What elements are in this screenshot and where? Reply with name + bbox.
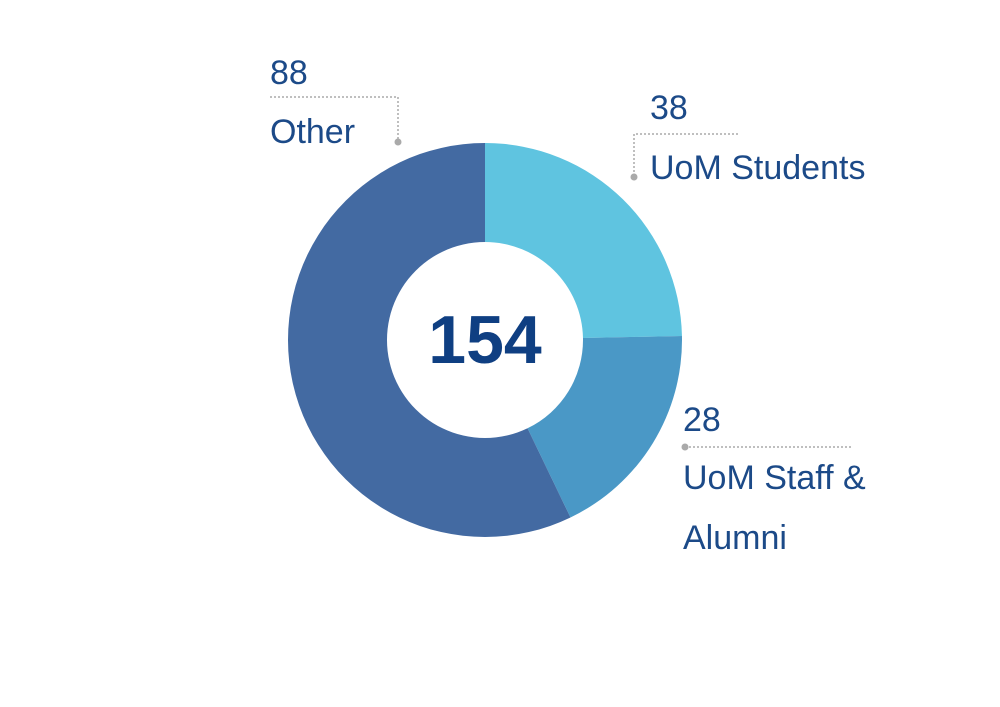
category-label: Other: [270, 113, 356, 151]
donut-slice: [287, 143, 571, 537]
leader-dot: [394, 138, 402, 146]
leader-dot: [681, 443, 689, 451]
value-label: 38: [650, 89, 688, 127]
donut-slice: [485, 143, 682, 339]
leader-line: [270, 96, 399, 142]
leader-dot: [630, 173, 638, 181]
value-label: 28: [683, 401, 721, 439]
leader-line: [633, 133, 738, 177]
category-label: UoM Staff & Alumni: [683, 459, 866, 557]
center-total: 154: [428, 302, 542, 378]
category-label: UoM Students: [650, 149, 866, 187]
value-label: 88: [270, 54, 308, 92]
donut-slice: [527, 335, 682, 518]
